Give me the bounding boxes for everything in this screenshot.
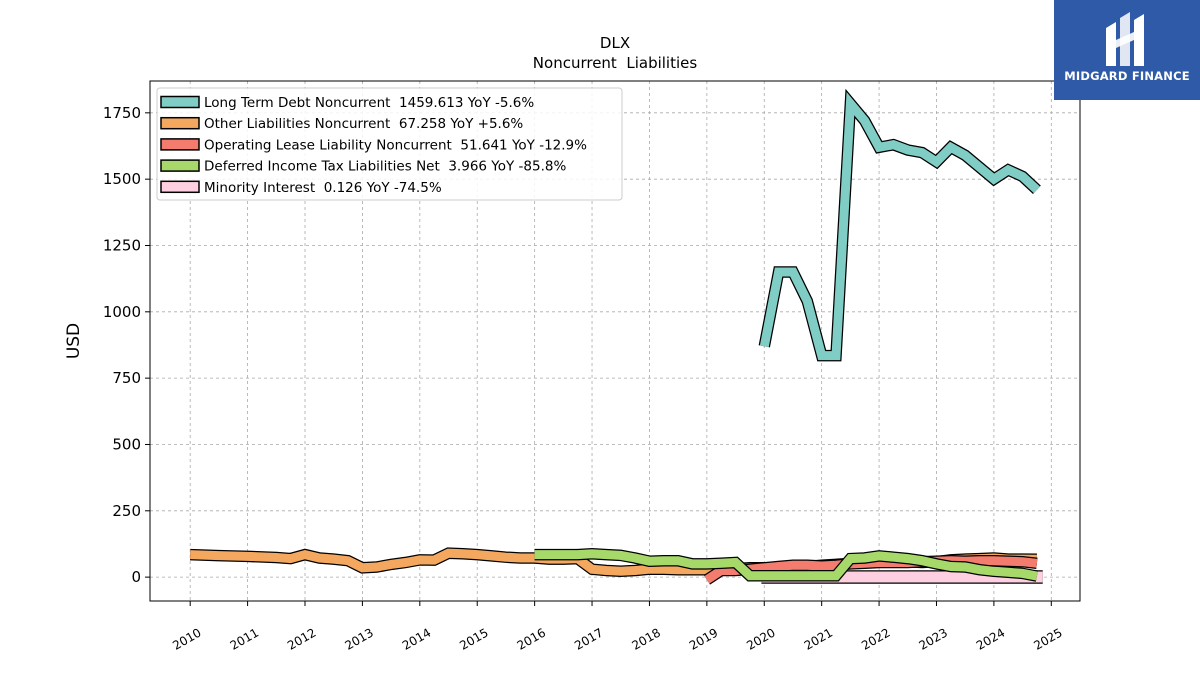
x-tick-label: 2016 — [515, 625, 548, 652]
series-line — [759, 91, 1040, 361]
chart-title: DLX — [600, 34, 630, 52]
legend-swatch — [160, 95, 200, 109]
legend-label: Deferred Income Tax Liabilities Net 3.96… — [204, 159, 566, 175]
series-line-outline — [758, 88, 1041, 362]
series-line — [704, 556, 1038, 584]
legend-box — [156, 87, 623, 201]
y-axis-label: USD — [64, 323, 84, 359]
series-0 — [758, 88, 1041, 362]
x-tick-label: 2024 — [974, 625, 1007, 652]
y-tick-label: 750 — [112, 369, 141, 387]
brand-logo: MIDGARD FINANCE — [1054, 0, 1200, 100]
logo-text: MIDGARD FINANCE — [1064, 69, 1190, 83]
y-tick-label: 1000 — [103, 303, 141, 321]
x-tick-label: 2023 — [917, 625, 950, 652]
x-tick-label: 2020 — [744, 625, 777, 652]
y-tick-label: 1750 — [103, 104, 141, 122]
legend-swatch — [160, 116, 200, 130]
legend-swatch — [160, 138, 200, 151]
legend-swatch — [160, 180, 200, 194]
x-tick-label: 2019 — [687, 625, 720, 652]
x-tick-label: 2017 — [572, 625, 605, 652]
logo-mark-icon — [1106, 12, 1144, 66]
x-tick-label: 2011 — [228, 625, 261, 652]
chart-subtitle: Noncurrent Liabilities — [533, 54, 698, 72]
y-tick-label: 500 — [112, 435, 141, 453]
x-tick-label: 2014 — [400, 625, 433, 652]
x-tick-label: 2018 — [629, 625, 662, 652]
x-tick-label: 2010 — [170, 625, 203, 652]
series-layer — [189, 88, 1043, 585]
y-tick-label: 0 — [131, 568, 141, 586]
series-3 — [534, 548, 1038, 582]
y-tick-label: 250 — [112, 502, 141, 520]
y-tick-label: 1250 — [103, 236, 141, 254]
plot-frame — [149, 80, 1081, 602]
series-2 — [703, 554, 1038, 585]
legend-label: Other Liabilities Noncurrent 67.258 YoY … — [204, 116, 523, 132]
y-tick-label: 1500 — [103, 170, 141, 188]
x-tick-label: 2015 — [457, 625, 490, 652]
x-tick-label: 2013 — [342, 625, 375, 652]
x-tick-label: 2022 — [859, 625, 892, 652]
x-ticks: 2010 2011 2012 2013 2014 2015 2016 2017 2018 2019… — [170, 601, 1065, 653]
y-ticks: 0 250 500 750 1000 1250 1500 1750 — [103, 104, 150, 586]
x-tick-label: 2025 — [1031, 625, 1064, 652]
series-line — [534, 549, 1038, 581]
legend-label: Minority Interest 0.126 YoY -74.5% — [204, 180, 442, 196]
legend-label: Operating Lease Liability Noncurrent 51.… — [204, 137, 587, 153]
legend-label: Long Term Debt Noncurrent 1459.613 YoY -… — [204, 95, 534, 111]
x-tick-label: 2012 — [285, 625, 318, 652]
legend-swatch — [160, 159, 200, 172]
x-tick-label: 2021 — [802, 625, 835, 652]
legend: Long Term Debt Noncurrent 1459.613 YoY -… — [156, 87, 623, 201]
